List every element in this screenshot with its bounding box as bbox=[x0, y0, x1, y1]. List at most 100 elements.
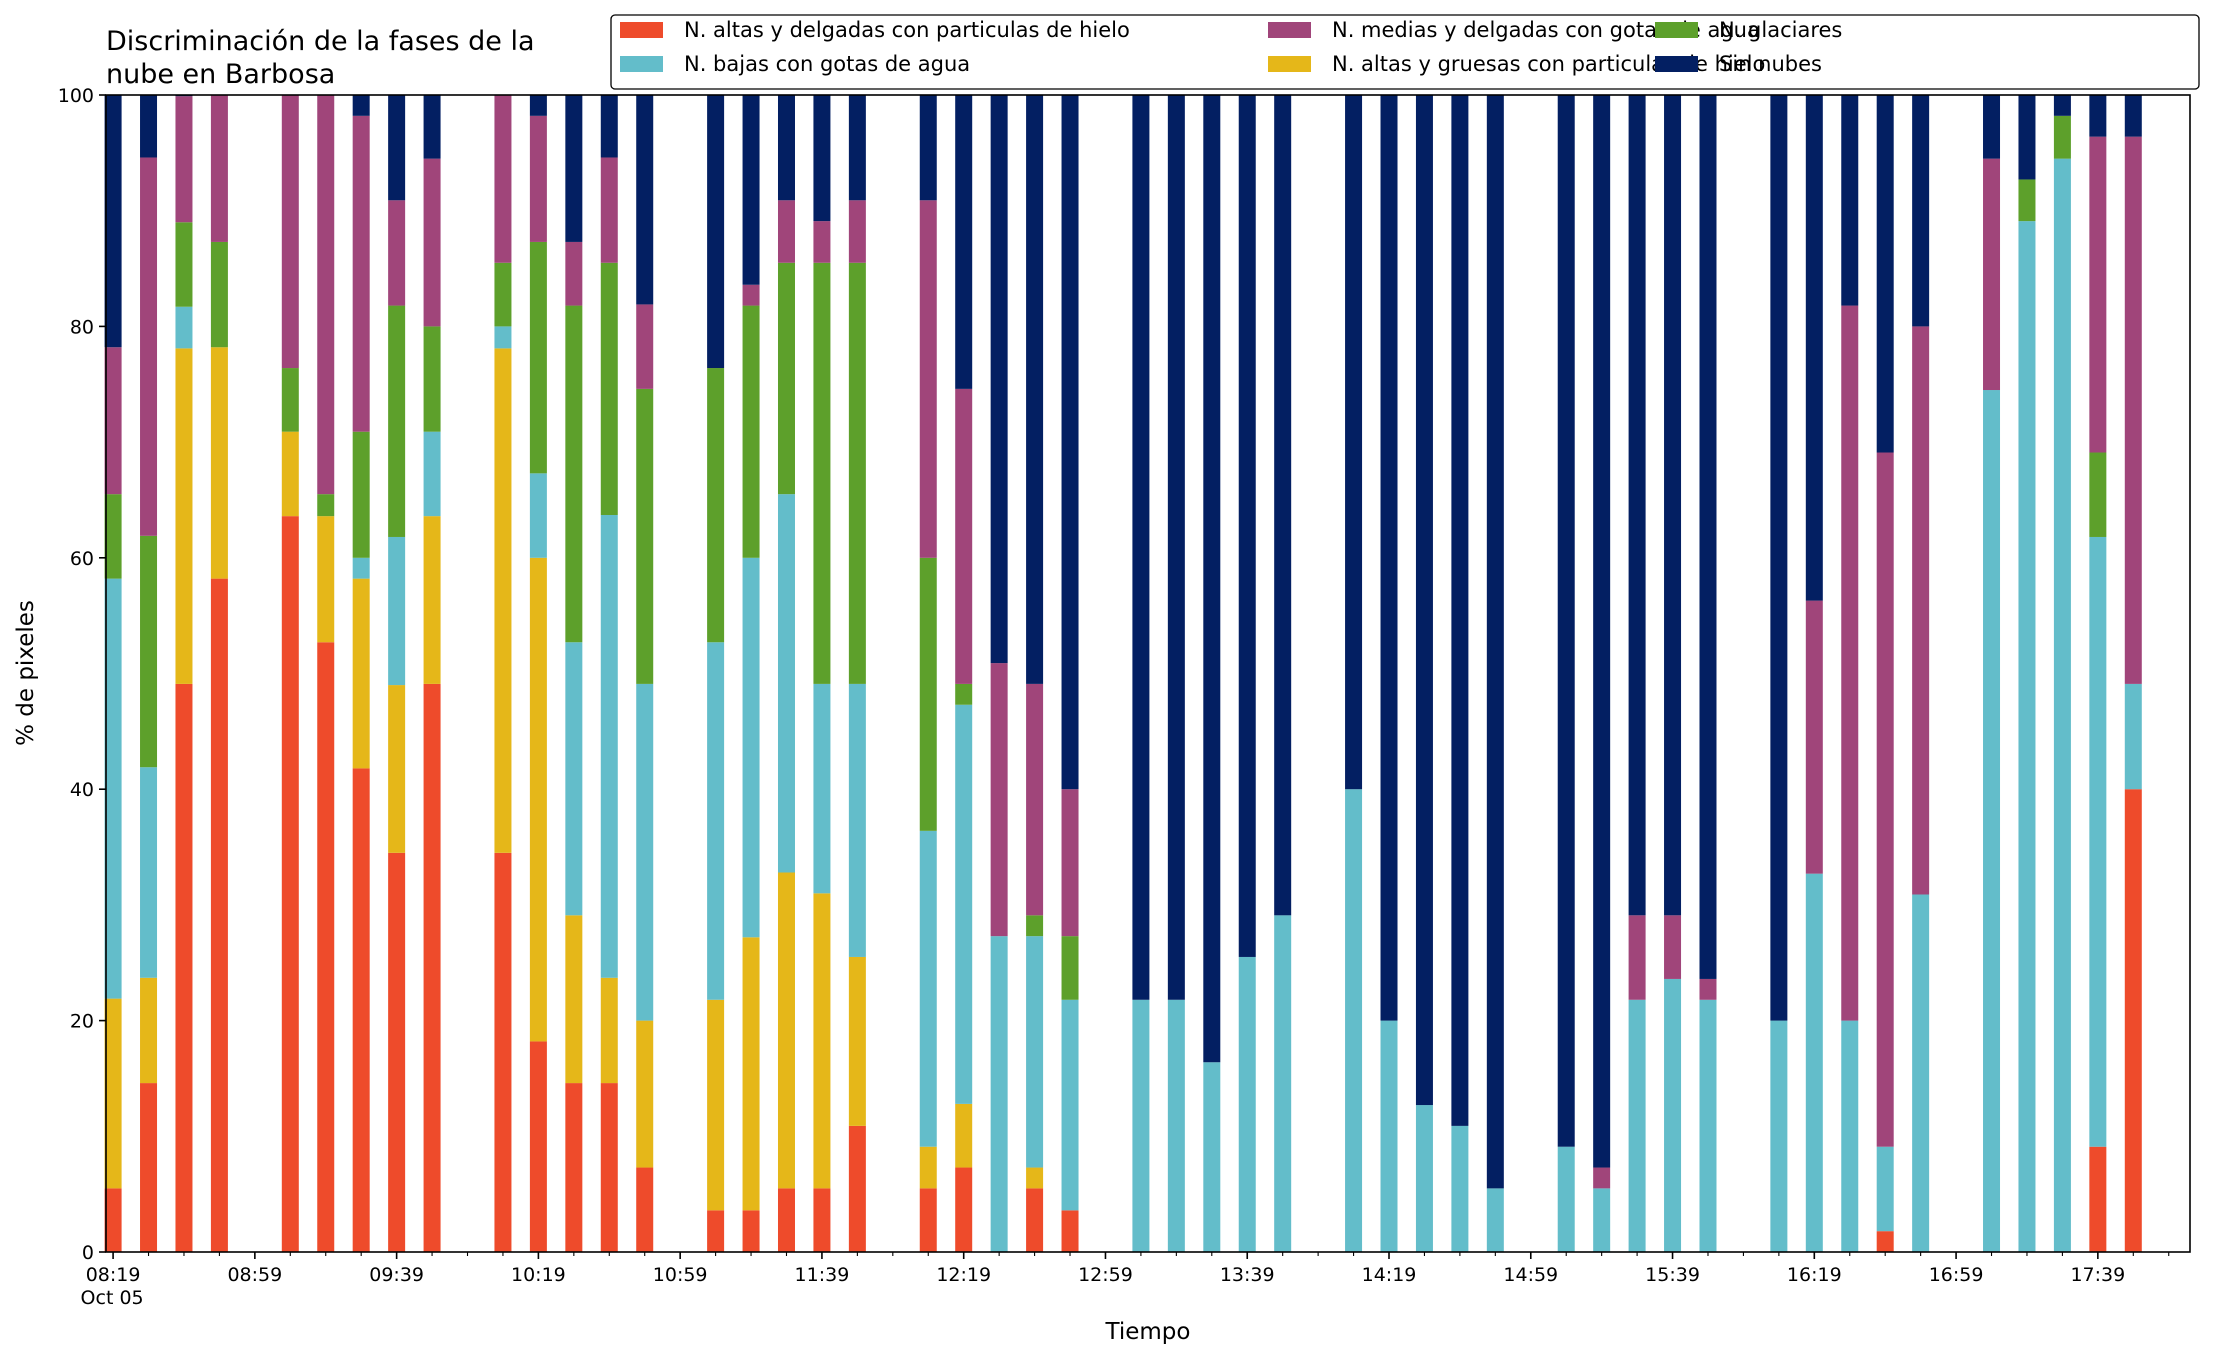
bar-segment-s4-17:09 bbox=[1983, 158, 2001, 391]
bar-segment-s4-11:19 bbox=[742, 284, 760, 306]
bar-segment-s4-09:39 bbox=[388, 200, 406, 306]
bar-stack-15:39 bbox=[1664, 95, 1682, 1252]
bar-segment-s2-15:39 bbox=[1664, 978, 1682, 1252]
legend-item-2: N. bajas con gotas de agua bbox=[620, 52, 970, 76]
bar-segment-s5-17:09 bbox=[1983, 95, 2001, 159]
bar-stack-14:49 bbox=[1486, 95, 1504, 1252]
bar-segment-s5-11:39 bbox=[813, 95, 831, 222]
bar-stack-10:09 bbox=[494, 95, 512, 1252]
bar-segment-s4-12:09 bbox=[919, 200, 937, 558]
bar-stack-16:19 bbox=[1805, 95, 1823, 1252]
bar-segment-s2-15:29 bbox=[1628, 999, 1646, 1252]
bar-segment-s2-12:09 bbox=[919, 830, 937, 1147]
bar-segment-s5-13:09 bbox=[1132, 95, 1150, 1000]
bar-segment-s3-11:29 bbox=[777, 262, 795, 495]
bar-segment-s0-11:19 bbox=[742, 1210, 760, 1252]
bar-segment-s4-09:19 bbox=[317, 95, 335, 495]
bar-stack-14:09 bbox=[1345, 95, 1363, 1252]
bar-segment-s2-16:49 bbox=[1912, 894, 1930, 1252]
bar-segment-s1-12:39 bbox=[1026, 1167, 1044, 1189]
bar-segment-s4-08:39 bbox=[175, 96, 193, 223]
bar-segment-s5-16:19 bbox=[1805, 95, 1823, 601]
chart-title: Discriminación de la fases de la nube en… bbox=[106, 26, 535, 90]
bar-stack-10:49 bbox=[636, 95, 654, 1252]
bar-segment-s0-08:29 bbox=[140, 1083, 158, 1252]
bar-segment-s2-17:39 bbox=[2089, 536, 2107, 1147]
bar-segment-s4-08:19 bbox=[104, 347, 122, 495]
bar-stack-12:09 bbox=[919, 95, 937, 1252]
bar-segment-s0-17:49 bbox=[2124, 789, 2142, 1252]
x-axis-label: Tiempo bbox=[1105, 1319, 1191, 1345]
bar-segment-s5-14:29 bbox=[1415, 95, 1433, 1106]
bar-segment-s3-11:19 bbox=[742, 305, 760, 558]
y-tick-label: 60 bbox=[70, 548, 94, 570]
bar-segment-s4-12:39 bbox=[1026, 683, 1044, 916]
bar-segment-s5-09:49 bbox=[423, 95, 441, 159]
legend-swatch bbox=[620, 22, 663, 38]
bar-stack-15:09 bbox=[1557, 95, 1575, 1252]
bar-segment-s2-10:39 bbox=[600, 514, 618, 978]
bar-segment-s5-17:29 bbox=[2053, 95, 2071, 116]
bar-segment-s2-14:49 bbox=[1486, 1188, 1504, 1252]
bar-segment-s5-15:29 bbox=[1628, 95, 1646, 916]
bar-segment-s2-15:09 bbox=[1557, 1146, 1575, 1252]
bar-segment-s2-17:29 bbox=[2053, 158, 2071, 1252]
bar-segment-s5-09:39 bbox=[388, 95, 406, 201]
bar-segment-s2-12:39 bbox=[1026, 936, 1044, 1168]
bar-segment-s4-15:29 bbox=[1628, 915, 1646, 1000]
bar-segment-s3-09:29 bbox=[352, 431, 370, 558]
y-axis: 0 20 40 60 80 100 bbox=[58, 85, 106, 1264]
bar-segment-s0-11:39 bbox=[813, 1188, 831, 1252]
bar-stack-17:29 bbox=[2053, 95, 2071, 1252]
bar-segment-s2-09:39 bbox=[388, 536, 406, 686]
bar-segment-s4-10:19 bbox=[529, 115, 547, 242]
legend-swatch bbox=[620, 56, 663, 72]
bar-segment-s0-11:29 bbox=[777, 1188, 795, 1252]
bar-segment-s1-09:39 bbox=[388, 685, 406, 853]
bar-segment-s3-10:39 bbox=[600, 262, 618, 515]
chart-title-line-1: Discriminación de la fases de la bbox=[106, 26, 535, 57]
bar-stack-12:49 bbox=[1061, 95, 1079, 1252]
bar-segment-s3-11:39 bbox=[813, 262, 831, 684]
bar-segment-s5-14:39 bbox=[1451, 95, 1469, 1126]
bar-segment-s2-11:49 bbox=[848, 683, 866, 957]
bar-segment-s5-12:39 bbox=[1026, 95, 1044, 684]
bar-segment-s1-12:09 bbox=[919, 1146, 937, 1189]
bar-stack-13:49 bbox=[1274, 95, 1292, 1252]
y-axis-label: % de pixeles bbox=[13, 600, 39, 746]
bar-segment-s5-14:19 bbox=[1380, 95, 1398, 1021]
bar-stack-11:19 bbox=[742, 95, 760, 1252]
bar-stack-08:39 bbox=[175, 95, 193, 1252]
bar-stack-12:39 bbox=[1026, 95, 1044, 1252]
bar-segment-s5-16:49 bbox=[1912, 95, 1930, 327]
bars-layer bbox=[104, 95, 2142, 1253]
x-tick-label: 08:19 bbox=[86, 1264, 141, 1286]
x-tick-label: 10:59 bbox=[653, 1264, 708, 1286]
bar-segment-s1-08:19 bbox=[104, 998, 122, 1189]
bar-stack-12:29 bbox=[990, 95, 1008, 1252]
bar-segment-s3-08:19 bbox=[104, 494, 122, 579]
bar-segment-s0-08:19 bbox=[104, 1188, 122, 1252]
bar-segment-s2-14:39 bbox=[1451, 1125, 1469, 1252]
bar-stack-14:39 bbox=[1451, 95, 1469, 1252]
bar-segment-s2-16:19 bbox=[1805, 873, 1823, 1252]
legend-swatch bbox=[1268, 22, 1311, 38]
bar-segment-s0-10:29 bbox=[565, 1083, 583, 1252]
bar-stack-12:19 bbox=[955, 95, 973, 1252]
bar-segment-s3-11:49 bbox=[848, 262, 866, 684]
x-tick-label: 17:39 bbox=[2070, 1264, 2125, 1286]
bar-segment-s2-16:09 bbox=[1770, 1020, 1788, 1252]
bar-segment-s1-08:29 bbox=[140, 977, 158, 1084]
bar-segment-s2-14:19 bbox=[1380, 1020, 1398, 1252]
bar-segment-s5-10:39 bbox=[600, 95, 618, 158]
bar-segment-s5-11:09 bbox=[707, 95, 725, 369]
bar-segment-s5-10:19 bbox=[529, 95, 547, 116]
bar-segment-s2-17:49 bbox=[2124, 683, 2142, 790]
bar-segment-s5-15:19 bbox=[1593, 95, 1611, 1168]
bar-segment-s5-10:29 bbox=[565, 95, 583, 242]
bar-segment-s3-12:19 bbox=[955, 683, 973, 705]
bar-segment-s0-11:09 bbox=[707, 1210, 725, 1252]
bar-stack-09:19 bbox=[317, 95, 335, 1252]
y-tick-label: 20 bbox=[70, 1011, 94, 1033]
bar-segment-s4-08:49 bbox=[210, 95, 228, 242]
